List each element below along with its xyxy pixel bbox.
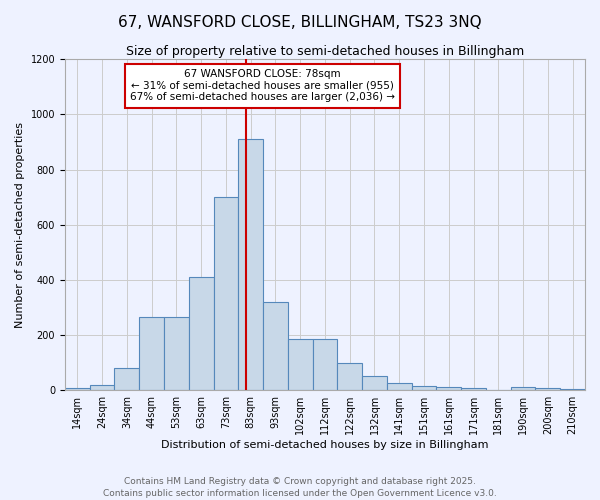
Bar [313, 339, 337, 390]
Bar [288, 339, 313, 390]
Bar [412, 386, 436, 390]
Bar [189, 277, 214, 390]
Y-axis label: Number of semi-detached properties: Number of semi-detached properties [15, 122, 25, 328]
Bar [362, 376, 387, 390]
Title: Size of property relative to semi-detached houses in Billingham: Size of property relative to semi-detach… [126, 45, 524, 58]
Bar [511, 387, 535, 390]
Bar [238, 139, 263, 390]
Bar [164, 317, 189, 390]
Text: 67, WANSFORD CLOSE, BILLINGHAM, TS23 3NQ: 67, WANSFORD CLOSE, BILLINGHAM, TS23 3NQ [118, 15, 482, 30]
Text: 67 WANSFORD CLOSE: 78sqm
← 31% of semi-detached houses are smaller (955)
67% of : 67 WANSFORD CLOSE: 78sqm ← 31% of semi-d… [130, 69, 395, 102]
Bar [436, 387, 461, 390]
Bar [89, 384, 115, 390]
Bar [115, 368, 139, 390]
Bar [535, 388, 560, 390]
X-axis label: Distribution of semi-detached houses by size in Billingham: Distribution of semi-detached houses by … [161, 440, 489, 450]
Bar [387, 384, 412, 390]
Bar [65, 388, 89, 390]
Bar [560, 389, 585, 390]
Bar [139, 317, 164, 390]
Bar [214, 197, 238, 390]
Text: Contains HM Land Registry data © Crown copyright and database right 2025.
Contai: Contains HM Land Registry data © Crown c… [103, 476, 497, 498]
Bar [461, 388, 486, 390]
Bar [263, 302, 288, 390]
Bar [337, 362, 362, 390]
